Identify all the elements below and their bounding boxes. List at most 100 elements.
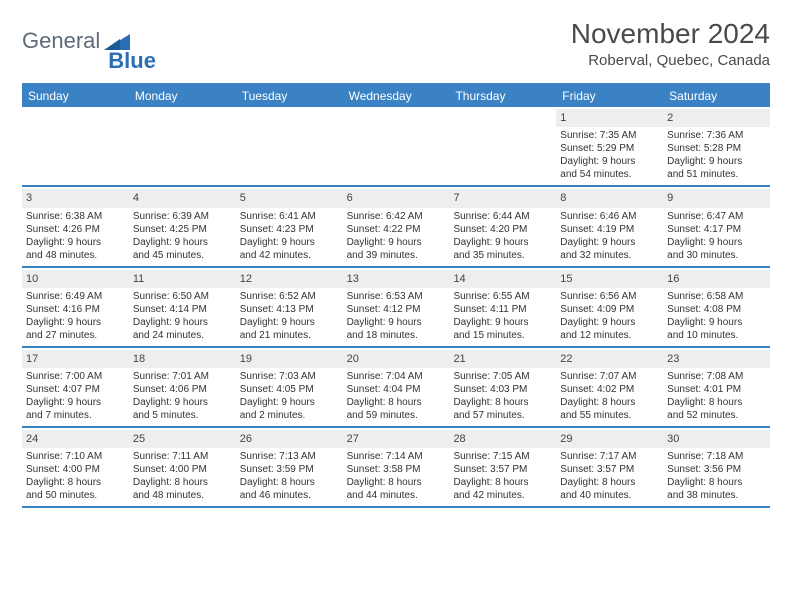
day-d2: and 10 minutes.	[667, 329, 766, 342]
day-number: 10	[22, 270, 129, 288]
day-number: 7	[449, 189, 556, 207]
day-d1: Daylight: 9 hours	[347, 236, 446, 249]
day-header-tuesday: Tuesday	[236, 85, 343, 107]
day-cell: 8Sunrise: 6:46 AMSunset: 4:19 PMDaylight…	[556, 187, 663, 265]
day-header-saturday: Saturday	[663, 85, 770, 107]
day-d2: and 32 minutes.	[560, 249, 659, 262]
day-cell: 27Sunrise: 7:14 AMSunset: 3:58 PMDayligh…	[343, 428, 450, 506]
day-sunset: Sunset: 4:16 PM	[26, 303, 125, 316]
day-d2: and 7 minutes.	[26, 409, 125, 422]
day-d1: Daylight: 9 hours	[560, 316, 659, 329]
day-d2: and 2 minutes.	[240, 409, 339, 422]
day-number: 27	[343, 430, 450, 448]
day-header-friday: Friday	[556, 85, 663, 107]
day-sunset: Sunset: 4:19 PM	[560, 223, 659, 236]
day-sunrise: Sunrise: 6:52 AM	[240, 290, 339, 303]
logo-text-general: General	[22, 28, 100, 54]
day-number: 13	[343, 270, 450, 288]
day-number: 26	[236, 430, 343, 448]
day-d1: Daylight: 9 hours	[560, 155, 659, 168]
day-sunrise: Sunrise: 7:01 AM	[133, 370, 232, 383]
day-number: 12	[236, 270, 343, 288]
day-header-monday: Monday	[129, 85, 236, 107]
day-sunset: Sunset: 4:09 PM	[560, 303, 659, 316]
day-cell: 18Sunrise: 7:01 AMSunset: 4:06 PMDayligh…	[129, 348, 236, 426]
day-number: 24	[22, 430, 129, 448]
day-d1: Daylight: 9 hours	[667, 155, 766, 168]
day-number: 17	[22, 350, 129, 368]
day-d2: and 48 minutes.	[26, 249, 125, 262]
day-header-wednesday: Wednesday	[343, 85, 450, 107]
day-sunset: Sunset: 4:03 PM	[453, 383, 552, 396]
day-cell: 7Sunrise: 6:44 AMSunset: 4:20 PMDaylight…	[449, 187, 556, 265]
day-cell: 4Sunrise: 6:39 AMSunset: 4:25 PMDaylight…	[129, 187, 236, 265]
day-d1: Daylight: 8 hours	[560, 476, 659, 489]
day-d2: and 27 minutes.	[26, 329, 125, 342]
day-sunrise: Sunrise: 6:49 AM	[26, 290, 125, 303]
day-cell: 16Sunrise: 6:58 AMSunset: 4:08 PMDayligh…	[663, 268, 770, 346]
day-number: 8	[556, 189, 663, 207]
day-sunrise: Sunrise: 6:46 AM	[560, 210, 659, 223]
week-row: 10 Sunrise: 6:49 AMSunset: 4:16 PM Dayligh…	[22, 268, 770, 348]
day-sunrise: Sunrise: 6:42 AM	[347, 210, 446, 223]
day-sunset: Sunset: 4:05 PM	[240, 383, 339, 396]
day-sunrise: Sunrise: 7:04 AM	[347, 370, 446, 383]
day-d2: and 38 minutes.	[667, 489, 766, 502]
day-sunset: Sunset: 4:26 PM	[26, 223, 125, 236]
location: Roberval, Quebec, Canada	[571, 52, 770, 69]
day-d2: and 15 minutes.	[453, 329, 552, 342]
day-number: 4	[129, 189, 236, 207]
day-sunrise: Sunrise: 7:17 AM	[560, 450, 659, 463]
day-number: 11	[129, 270, 236, 288]
day-sunrise: Sunrise: 6:55 AM	[453, 290, 552, 303]
day-sunset: Sunset: 4:25 PM	[133, 223, 232, 236]
day-d2: and 42 minutes.	[453, 489, 552, 502]
day-sunset: Sunset: 4:12 PM	[347, 303, 446, 316]
day-sunrise: Sunrise: 7:00 AM	[26, 370, 125, 383]
day-d2: and 39 minutes.	[347, 249, 446, 262]
day-cell: 9Sunrise: 6:47 AMSunset: 4:17 PMDaylight…	[663, 187, 770, 265]
day-d2: and 51 minutes.	[667, 168, 766, 181]
month-title: November 2024	[571, 18, 770, 50]
day-d2: and 57 minutes.	[453, 409, 552, 422]
day-sunset: Sunset: 4:23 PM	[240, 223, 339, 236]
day-sunset: Sunset: 3:59 PM	[240, 463, 339, 476]
day-sunrise: Sunrise: 7:03 AM	[240, 370, 339, 383]
day-d1: Daylight: 8 hours	[667, 476, 766, 489]
day-sunset: Sunset: 5:29 PM	[560, 142, 659, 155]
day-sunrise: Sunrise: 6:41 AM	[240, 210, 339, 223]
day-d1: Daylight: 9 hours	[453, 316, 552, 329]
week-row: 17Sunrise: 7:00 AMSunset: 4:07 PMDayligh…	[22, 348, 770, 428]
day-number: 23	[663, 350, 770, 368]
day-cell: 11Sunrise: 6:50 AMSunset: 4:14 PMDayligh…	[129, 268, 236, 346]
day-number: 28	[449, 430, 556, 448]
day-sunrise: Sunrise: 6:38 AM	[26, 210, 125, 223]
day-d1: Daylight: 9 hours	[26, 396, 125, 409]
day-sunrise: Sunrise: 7:14 AM	[347, 450, 446, 463]
day-d1: Daylight: 9 hours	[26, 236, 125, 249]
day-d2: and 52 minutes.	[667, 409, 766, 422]
day-sunrise: Sunrise: 7:18 AM	[667, 450, 766, 463]
day-sunrise: Sunrise: 7:35 AM	[560, 129, 659, 142]
day-sunset: Sunset: 4:17 PM	[667, 223, 766, 236]
day-d2: and 24 minutes.	[133, 329, 232, 342]
day-d1: Daylight: 8 hours	[26, 476, 125, 489]
day-sunrise: Sunrise: 6:47 AM	[667, 210, 766, 223]
logo: General Blue	[22, 18, 156, 64]
day-d2: and 59 minutes.	[347, 409, 446, 422]
day-sunset: Sunset: 4:14 PM	[133, 303, 232, 316]
day-sunset: Sunset: 4:06 PM	[133, 383, 232, 396]
day-sunrise: Sunrise: 6:50 AM	[133, 290, 232, 303]
day-cell: 26Sunrise: 7:13 AMSunset: 3:59 PMDayligh…	[236, 428, 343, 506]
day-d1: Daylight: 9 hours	[240, 236, 339, 249]
day-d2: and 30 minutes.	[667, 249, 766, 262]
day-d2: and 54 minutes.	[560, 168, 659, 181]
day-d2: and 44 minutes.	[347, 489, 446, 502]
day-cell: 6Sunrise: 6:42 AMSunset: 4:22 PMDaylight…	[343, 187, 450, 265]
empty-cell	[129, 107, 236, 185]
day-sunrise: Sunrise: 6:53 AM	[347, 290, 446, 303]
day-sunrise: Sunrise: 7:15 AM	[453, 450, 552, 463]
day-d1: Daylight: 8 hours	[347, 396, 446, 409]
week-row: 24Sunrise: 7:10 AMSunset: 4:00 PMDayligh…	[22, 428, 770, 508]
day-d1: Daylight: 9 hours	[667, 316, 766, 329]
